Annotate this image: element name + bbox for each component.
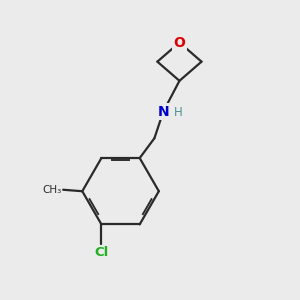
Text: CH₃: CH₃ [42,185,62,195]
Text: N: N [158,105,169,119]
Text: O: O [173,35,185,50]
Text: Cl: Cl [94,246,109,259]
Text: H: H [174,106,183,119]
